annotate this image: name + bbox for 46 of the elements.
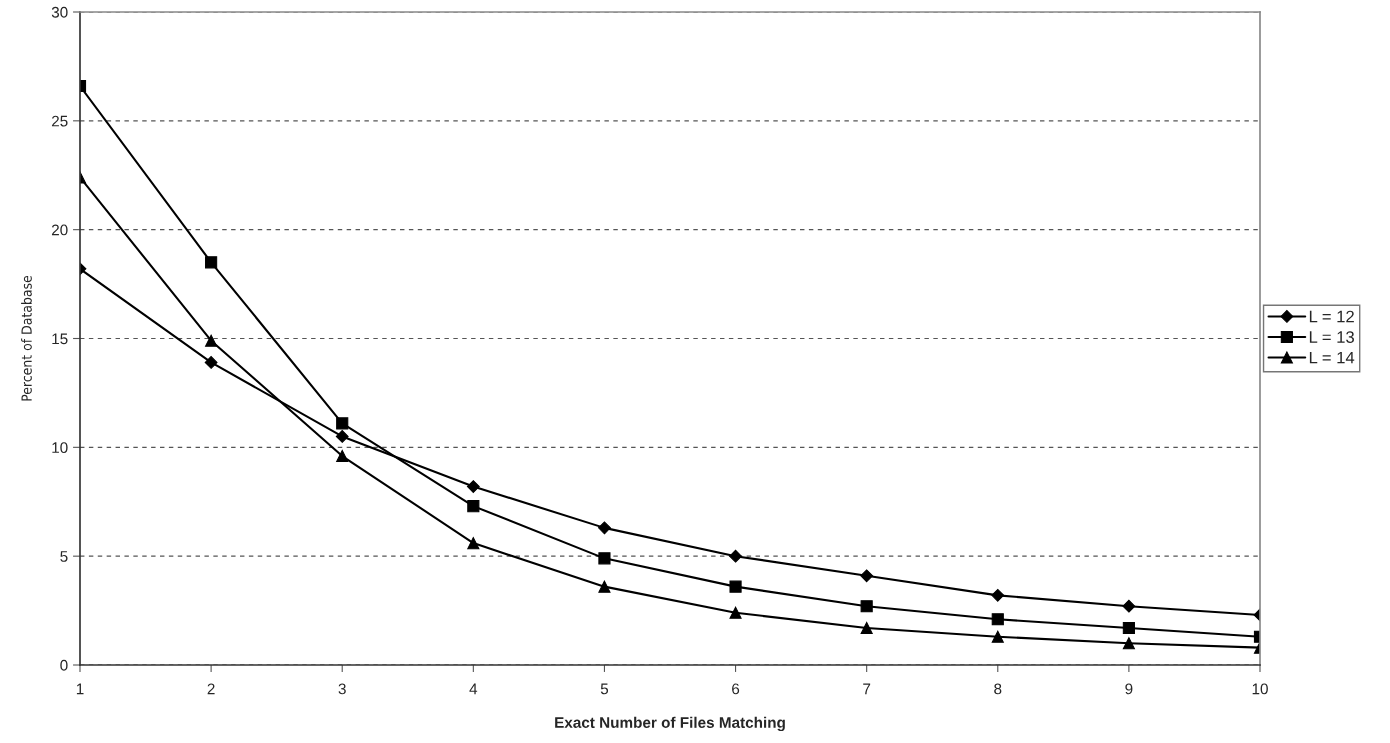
point (729, 549, 742, 563)
y-tick-label: 30 (51, 6, 68, 18)
y-tick-label: 5 (60, 551, 68, 562)
legend-label: L = 12 (1309, 310, 1354, 323)
x-axis-title: Exact Number of Files Matching (555, 716, 785, 732)
point (729, 606, 742, 619)
point (467, 500, 480, 513)
point (467, 537, 480, 550)
point (729, 580, 742, 593)
x-tick-label: 6 (732, 683, 740, 695)
point (598, 580, 611, 593)
point (860, 621, 873, 635)
x-tick-label: 1 (76, 683, 84, 695)
point (598, 521, 611, 535)
x-tick-label: 4 (469, 683, 478, 695)
x-tick-label: 10 (1252, 683, 1268, 695)
y-tick-label: 10 (52, 442, 68, 454)
point (860, 600, 873, 613)
y-tick-label: 25 (51, 115, 68, 127)
point (598, 552, 611, 565)
point (1122, 637, 1135, 650)
point (991, 613, 1004, 626)
point (466, 480, 480, 493)
x-tick-label: 5 (600, 683, 609, 695)
x-tick-label: 7 (863, 683, 871, 695)
x-tick-label: 3 (338, 683, 346, 695)
point (991, 588, 1005, 602)
x-tick-label: 2 (207, 683, 215, 695)
point (336, 449, 349, 463)
point (860, 569, 874, 583)
point (335, 430, 349, 443)
point (1122, 621, 1135, 635)
point (205, 256, 218, 269)
point (205, 334, 218, 347)
legend-label: L = 13 (1309, 331, 1354, 343)
x-tick-label: 8 (994, 683, 1002, 695)
point (1122, 599, 1136, 613)
point (204, 356, 218, 369)
y-axis-title: Percent of Database (21, 275, 32, 401)
y-tick-label: 20 (51, 224, 68, 236)
point (336, 417, 349, 430)
y-tick-label: 15 (52, 333, 68, 345)
point (991, 630, 1004, 643)
y-tick-label: 0 (60, 659, 68, 671)
x-tick-label: 9 (1125, 683, 1133, 695)
legend-label: L = 14 (1309, 351, 1355, 364)
